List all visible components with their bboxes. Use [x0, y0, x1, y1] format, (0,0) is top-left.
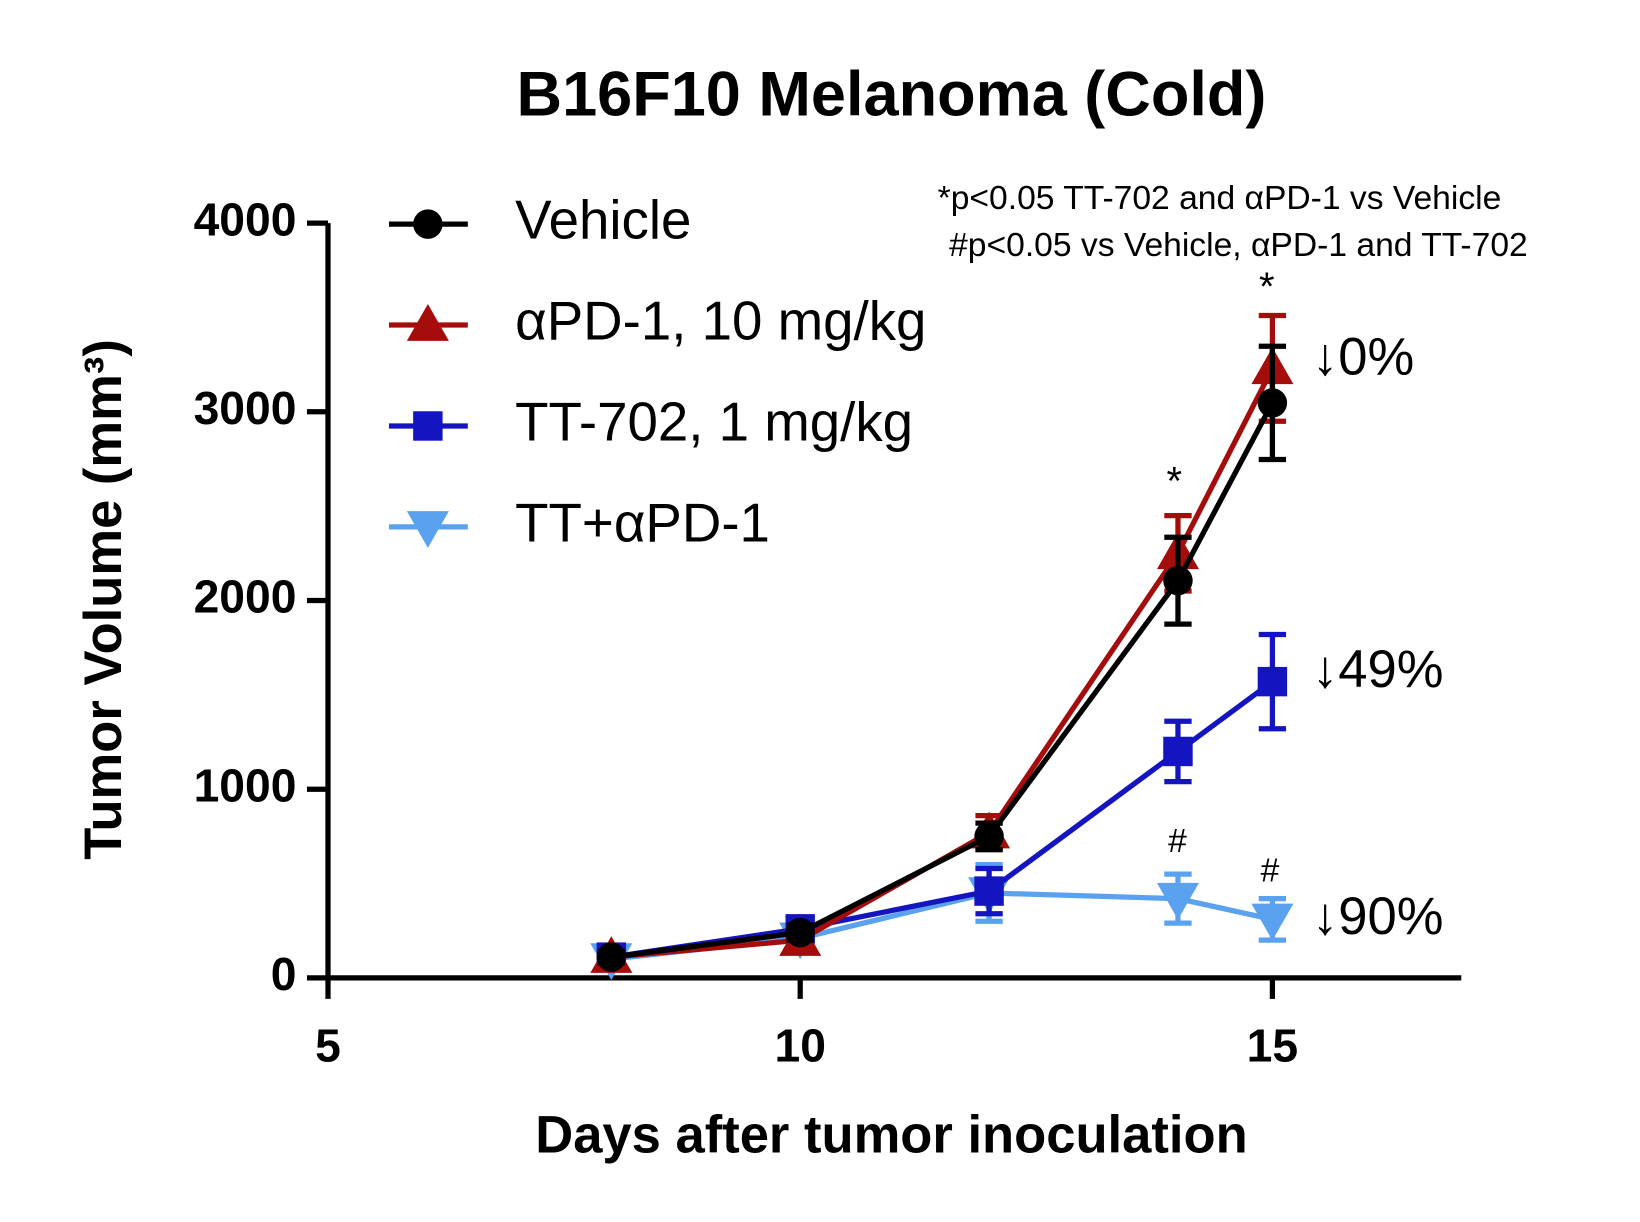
- legend-marker: [413, 209, 443, 239]
- annotation: #p<0.05 vs Vehicle, αPD-1 and TT-702: [949, 227, 1528, 264]
- legend-marker: [413, 411, 443, 441]
- annotation: ↓90%: [1312, 887, 1443, 946]
- legend-label: TT+αPD-1: [515, 492, 770, 553]
- marker: [1156, 882, 1199, 920]
- marker: [974, 821, 1004, 852]
- y-tick-label: 1000: [194, 759, 297, 811]
- x-tick-label: 15: [1247, 1020, 1298, 1072]
- chart-title: B16F10 Melanoma (Cold): [517, 60, 1267, 130]
- marker: [1163, 565, 1193, 596]
- x-axis-label: Days after tumor inoculation: [535, 1106, 1247, 1165]
- marker: [1163, 736, 1193, 767]
- y-tick-label: 3000: [194, 382, 297, 434]
- marker: [1251, 903, 1294, 941]
- y-tick-label: 0: [271, 948, 297, 1000]
- marker: [1257, 666, 1288, 697]
- legend-label: Vehicle: [515, 190, 691, 251]
- annotation: *p<0.05 TT-702 and αPD-1 vs Vehicle: [938, 180, 1502, 217]
- y-tick-label: 4000: [194, 193, 297, 245]
- marker: [974, 876, 1004, 906]
- series-line: [611, 367, 1275, 960]
- annotation: *: [1259, 265, 1275, 309]
- legend-marker: [406, 304, 449, 341]
- annotation: *: [1167, 459, 1183, 503]
- y-axis-label: Tumor Volume (mm³): [74, 339, 133, 860]
- legend-label: αPD-1, 10 mg/kg: [515, 290, 926, 351]
- legend-marker: [406, 511, 449, 548]
- marker: [596, 942, 627, 972]
- annotation: #: [1261, 853, 1280, 890]
- annotation: ↓0%: [1312, 328, 1414, 387]
- marker: [785, 917, 815, 948]
- annotation: #: [1168, 823, 1187, 860]
- y-tick-label: 2000: [194, 571, 297, 623]
- marker: [1257, 388, 1288, 418]
- legend-label: TT-702, 1 mg/kg: [515, 391, 913, 452]
- x-tick-label: 5: [315, 1020, 341, 1072]
- annotation: ↓49%: [1312, 640, 1443, 699]
- x-tick-label: 10: [774, 1020, 825, 1072]
